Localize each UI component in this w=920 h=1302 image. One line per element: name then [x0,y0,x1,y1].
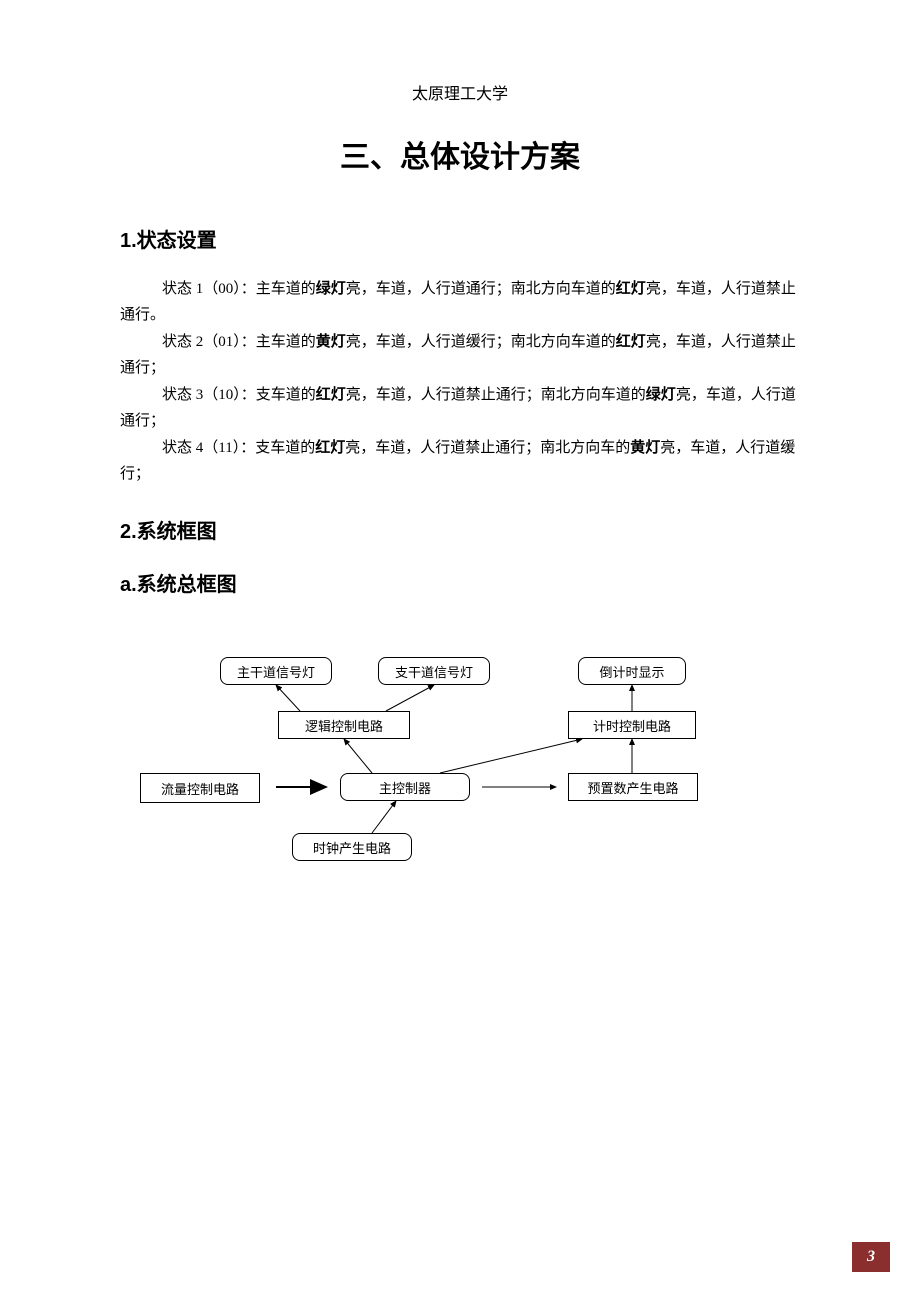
diagram-node-n5: 计时控制电路 [568,711,696,739]
system-block-diagram: 主干道信号灯 支干道信号灯 倒计时显示逻辑控制电路 计时控制电路流量控制电路 主控制器 预… [140,657,780,887]
state-2-mid: 亮，车道，人行道缓行；南北方向车道的 [346,334,616,350]
section-1-heading: 1.状态设置 [120,224,800,253]
diagram-edge-n7-n4 [344,739,372,773]
state-3-kw1: 红灯 [316,387,346,403]
diagram-node-n7: 主控制器 [340,773,470,801]
state-3-pre: 状态 3（10）：支车道的 [162,387,316,403]
state-4-kw1: 红灯 [315,440,345,456]
header-university: 太原理工大学 [120,80,800,104]
diagram-edge-n7-n5 [440,739,582,773]
state-4-kw2: 黄灯 [630,440,660,456]
states-block: 状态 1（00）：主车道的绿灯亮，车道，人行道通行；南北方向车道的红灯亮，车道，… [120,277,800,487]
diagram-node-n6: 流量控制电路 [140,773,260,803]
diagram-edge-n4-n1 [276,685,300,711]
diagram-node-n8: 预置数产生电路 [568,773,698,801]
state-4-mid: 亮，车道，人行道禁止通行；南北方向车的 [345,440,630,456]
state-2-pre: 状态 2（01）：主车道的 [162,334,316,350]
state-1-kw2: 红灯 [616,281,646,297]
section-2a-heading: a.系统总框图 [120,568,800,597]
state-1: 状态 1（00）：主车道的绿灯亮，车道，人行道通行；南北方向车道的红灯亮，车道，… [120,277,800,328]
state-3-mid: 亮，车道，人行道禁止通行；南北方向车道的 [346,387,646,403]
diagram-edges [140,657,780,887]
state-4-pre: 状态 4（11）：支车道的 [162,440,315,456]
diagram-edge-n4-n2 [386,685,434,711]
state-2-kw2: 红灯 [616,334,646,350]
chapter-title: 三、总体设计方案 [120,132,800,176]
state-3-kw2: 绿灯 [646,387,676,403]
diagram-node-n1: 主干道信号灯 [220,657,332,685]
diagram-node-n3: 倒计时显示 [578,657,686,685]
state-2: 状态 2（01）：主车道的黄灯亮，车道，人行道缓行；南北方向车道的红灯亮，车道，… [120,330,800,381]
page-number: 3 [867,1248,875,1266]
diagram-node-n9: 时钟产生电路 [292,833,412,861]
diagram-edge-n9-n7 [372,801,396,833]
diagram-node-n4: 逻辑控制电路 [278,711,410,739]
state-3: 状态 3（10）：支车道的红灯亮，车道，人行道禁止通行；南北方向车道的绿灯亮，车… [120,383,800,434]
state-2-kw1: 黄灯 [316,334,346,350]
section-2-heading: 2.系统框图 [120,515,800,544]
page: 太原理工大学 三、总体设计方案 1.状态设置 状态 1（00）：主车道的绿灯亮，… [0,0,920,947]
page-number-box: 3 [852,1242,890,1272]
state-4: 状态 4（11）：支车道的红灯亮，车道，人行道禁止通行；南北方向车的黄灯亮，车道… [120,436,800,487]
state-1-kw1: 绿灯 [316,281,346,297]
state-1-pre: 状态 1（00）：主车道的 [162,281,316,297]
state-1-mid: 亮，车道，人行道通行；南北方向车道的 [346,281,616,297]
diagram-node-n2: 支干道信号灯 [378,657,490,685]
